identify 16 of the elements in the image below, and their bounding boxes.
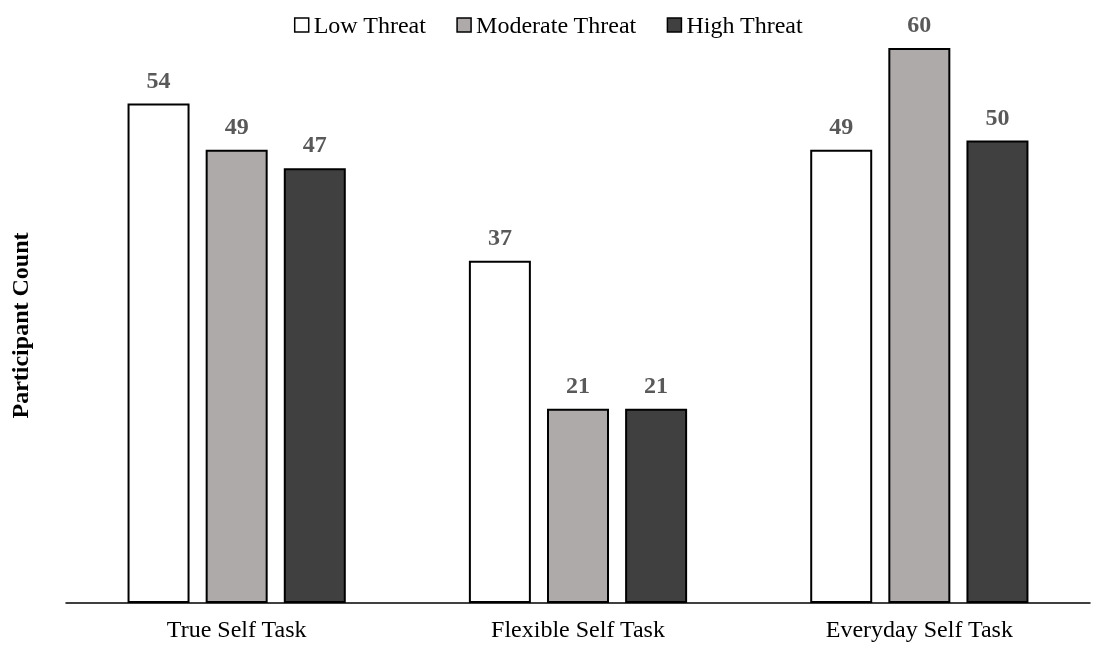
- data-label: 47: [302, 131, 327, 158]
- x-tick-label: Flexible Self Task: [491, 616, 665, 642]
- y-axis-title: Participant Count: [7, 232, 33, 419]
- data-label: 60: [907, 11, 932, 37]
- data-label: 21: [644, 371, 669, 398]
- data-label: 49: [224, 112, 249, 139]
- legend-label: Low Threat: [313, 12, 427, 38]
- data-label: 49: [829, 112, 854, 139]
- x-tick-label: True Self Task: [166, 616, 307, 642]
- data-label: 21: [566, 371, 590, 398]
- legend-label: High Threat: [686, 12, 803, 38]
- legend-label: Moderate Threat: [476, 12, 637, 38]
- data-label: 54: [146, 66, 171, 93]
- data-label: 37: [487, 223, 512, 250]
- x-tick-label: Everyday Self Task: [825, 616, 1013, 642]
- data-label: 50: [985, 103, 1010, 130]
